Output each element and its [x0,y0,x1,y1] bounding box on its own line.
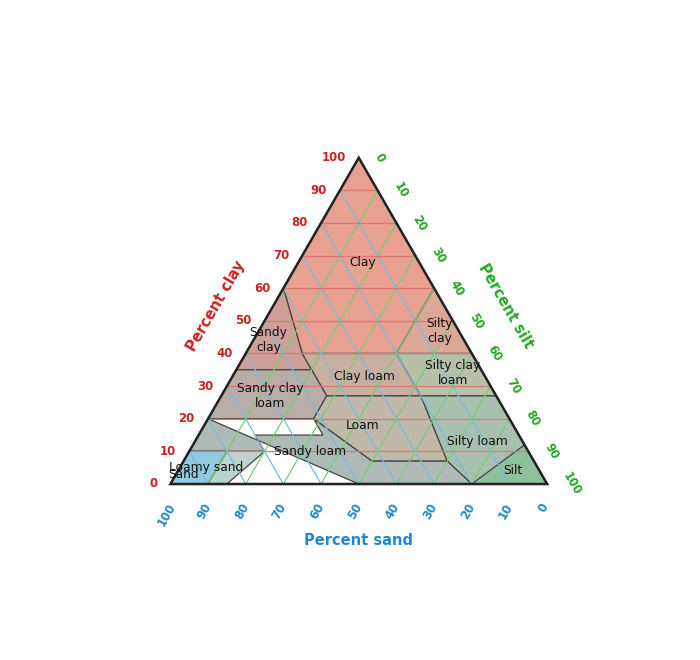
Text: Sandy clay
loam: Sandy clay loam [237,382,304,410]
Text: 80: 80 [291,216,308,230]
Text: Sandy loam: Sandy loam [274,445,346,458]
Text: 30: 30 [197,379,214,393]
Text: 60: 60 [307,501,327,521]
Polygon shape [396,288,472,354]
Text: Clay: Clay [349,255,376,269]
Polygon shape [208,370,327,418]
Text: 0: 0 [149,477,158,490]
Text: 50: 50 [466,310,486,331]
Polygon shape [302,354,421,396]
Text: 20: 20 [458,501,477,521]
Text: 90: 90 [542,441,561,462]
Text: 80: 80 [232,501,252,521]
Text: Loam: Loam [346,418,379,432]
Text: Silt: Silt [503,465,523,477]
Text: Sandy
clay: Sandy clay [249,327,287,354]
Text: Silty loam: Silty loam [447,435,508,448]
Polygon shape [421,396,547,484]
Polygon shape [472,445,547,484]
Text: Clay loam: Clay loam [334,370,395,383]
Text: 0: 0 [536,501,551,515]
Text: 10: 10 [391,180,410,201]
Polygon shape [396,354,496,396]
Text: 100: 100 [321,151,346,164]
Polygon shape [189,418,472,484]
Text: 50: 50 [345,501,365,521]
Text: Loamy sand: Loamy sand [169,461,244,474]
Polygon shape [170,451,265,484]
Text: 20: 20 [178,412,195,425]
Text: 60: 60 [254,282,270,295]
Text: 90: 90 [195,501,214,521]
Text: 80: 80 [523,409,542,429]
Text: 50: 50 [235,314,251,327]
Text: 70: 70 [273,249,289,262]
Polygon shape [170,451,227,484]
Text: Percent silt: Percent silt [475,261,536,350]
Text: Percent clay: Percent clay [183,258,248,354]
Text: 20: 20 [410,213,429,233]
Text: 10: 10 [496,501,515,521]
Polygon shape [237,288,312,370]
Text: 100: 100 [155,501,178,529]
Text: 40: 40 [447,278,467,298]
Text: Sand: Sand [168,468,199,480]
Text: 30: 30 [428,246,448,266]
Text: 70: 70 [270,501,289,521]
Text: 100: 100 [560,470,584,498]
Text: 90: 90 [310,184,327,197]
Polygon shape [284,158,434,354]
Text: 40: 40 [216,347,232,360]
Text: 0: 0 [372,151,387,164]
Text: Percent sand: Percent sand [304,533,413,548]
Text: 30: 30 [421,501,440,521]
Text: 70: 70 [504,376,523,397]
Polygon shape [314,396,447,461]
Text: 10: 10 [160,445,176,458]
Text: 40: 40 [383,501,402,521]
Text: 60: 60 [485,343,505,364]
Text: Silty
clay: Silty clay [426,317,453,345]
Text: Silty clay
loam: Silty clay loam [426,359,481,387]
